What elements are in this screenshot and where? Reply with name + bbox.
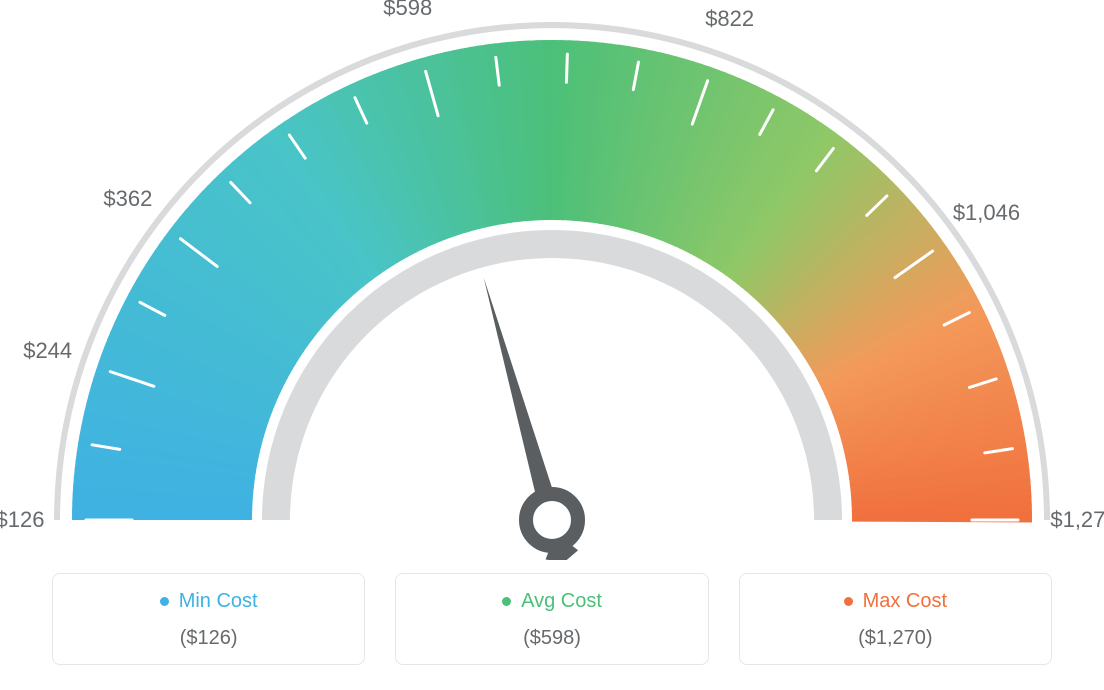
legend-dot-max [844, 597, 853, 606]
legend-label-avg: Avg Cost [521, 590, 602, 613]
gauge-tick-label: $126 [0, 507, 44, 533]
legend-dot-avg [502, 597, 511, 606]
legend-row: Min Cost ($126) Avg Cost ($598) Max Cost… [0, 573, 1104, 665]
legend-card-min: Min Cost ($126) [52, 573, 365, 665]
gauge-chart: $126 $244 $362 $598 $822 $1,046 $1,270 [0, 0, 1104, 560]
gauge-svg [0, 0, 1104, 560]
legend-value-max: ($1,270) [750, 627, 1041, 650]
legend-title-min: Min Cost [160, 590, 258, 613]
legend-title-max: Max Cost [844, 590, 947, 613]
legend-label-max: Max Cost [863, 590, 947, 613]
gauge-tick-label: $1,270 [1050, 507, 1104, 533]
legend-label-min: Min Cost [179, 590, 258, 613]
legend-title-avg: Avg Cost [502, 590, 602, 613]
gauge-tick-label: $1,046 [953, 200, 1020, 226]
legend-dot-min [160, 597, 169, 606]
gauge-tick-label: $822 [705, 6, 754, 32]
legend-value-min: ($126) [63, 627, 354, 650]
legend-value-avg: ($598) [406, 627, 697, 650]
gauge-tick-label: $598 [383, 0, 432, 21]
gauge-tick-label: $244 [23, 338, 72, 364]
gauge-tick-label: $362 [103, 186, 152, 212]
legend-card-avg: Avg Cost ($598) [395, 573, 708, 665]
legend-card-max: Max Cost ($1,270) [739, 573, 1052, 665]
